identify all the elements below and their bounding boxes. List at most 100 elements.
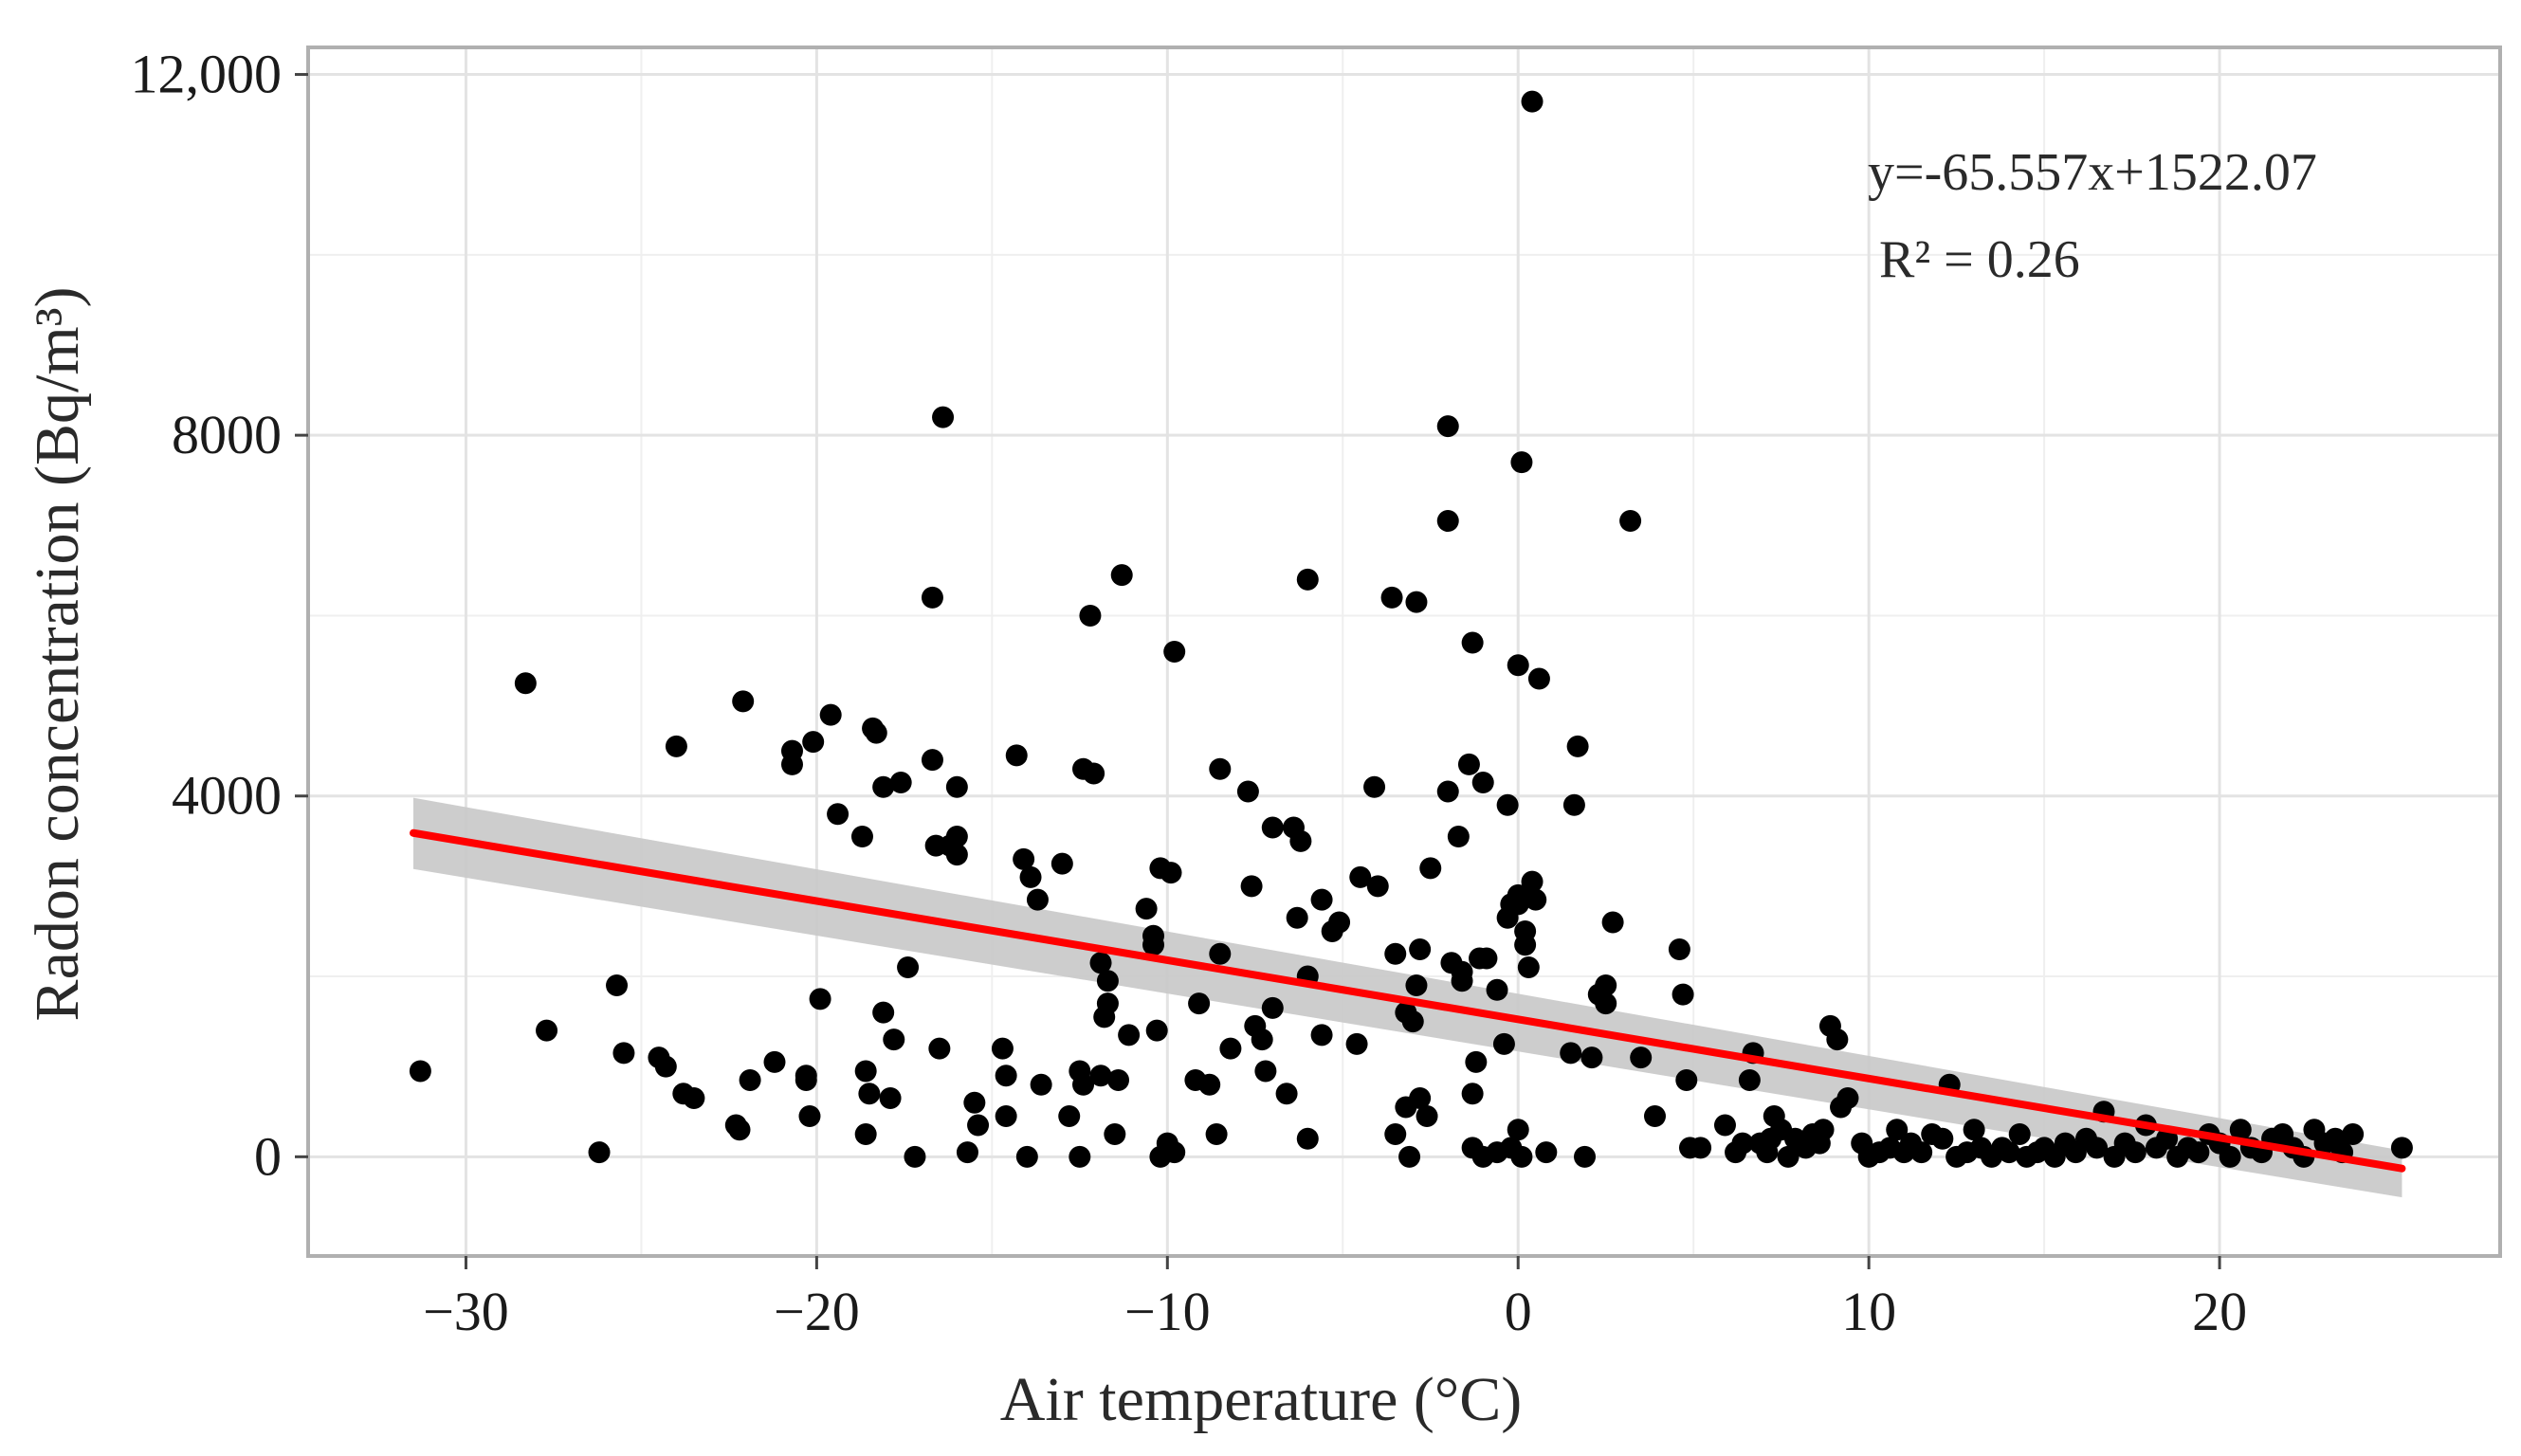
- data-point: [956, 1141, 978, 1164]
- data-point: [1601, 911, 1624, 934]
- data-point: [967, 1114, 990, 1137]
- data-point: [1496, 793, 1519, 816]
- data-point: [809, 988, 831, 1010]
- data-point: [1690, 1137, 1712, 1159]
- data-point: [1461, 631, 1484, 654]
- data-point: [612, 1042, 635, 1065]
- data-point: [1072, 1073, 1095, 1096]
- data-point: [889, 771, 912, 793]
- data-point: [1521, 870, 1544, 893]
- data-point: [1595, 974, 1617, 997]
- data-point: [1738, 1068, 1761, 1091]
- data-point: [1145, 1019, 1168, 1042]
- data-point: [1363, 775, 1386, 798]
- data-point: [1296, 568, 1319, 591]
- data-point: [1384, 942, 1407, 965]
- data-point: [945, 775, 968, 798]
- data-point: [2390, 1137, 2413, 1159]
- y-tick-label: 0: [254, 1125, 282, 1187]
- data-point: [1366, 875, 1389, 898]
- data-point: [827, 803, 849, 826]
- data-point: [1675, 1068, 1698, 1091]
- data-point: [1209, 757, 1232, 780]
- data-point: [739, 1068, 761, 1091]
- regression-equation: y=-65.557x+1522.07: [1868, 143, 2317, 202]
- data-point: [1409, 1086, 1432, 1109]
- data-point: [1005, 744, 1028, 767]
- data-point: [1015, 1145, 1038, 1168]
- x-axis-title: Air temperature (°C): [1000, 1365, 1523, 1434]
- data-point: [1886, 1119, 1909, 1141]
- data-point: [665, 735, 687, 757]
- data-point: [1142, 934, 1165, 956]
- x-tick-label: 20: [2192, 1281, 2247, 1342]
- data-point: [2342, 1123, 2365, 1146]
- data-point: [1535, 1141, 1558, 1164]
- data-point: [1219, 1037, 1242, 1060]
- data-point: [1261, 816, 1284, 839]
- data-point: [872, 775, 895, 798]
- data-point: [1345, 1032, 1368, 1055]
- data-point: [1514, 919, 1537, 942]
- y-tick-label: 12,000: [131, 44, 283, 105]
- data-point: [1713, 1114, 1736, 1137]
- data-point: [1240, 875, 1263, 898]
- data-point: [1777, 1145, 1799, 1168]
- data-point: [921, 749, 943, 772]
- data-point: [945, 844, 968, 866]
- x-tick-label: −20: [774, 1281, 860, 1342]
- data-point: [1160, 862, 1182, 884]
- plot-frame: [306, 46, 2502, 1258]
- data-point: [1619, 510, 1642, 533]
- x-tick-label: 10: [1841, 1281, 1896, 1342]
- data-point: [1517, 956, 1540, 979]
- data-point: [728, 1119, 751, 1141]
- data-point: [1104, 1123, 1126, 1146]
- data-point: [1163, 641, 1186, 663]
- data-point: [963, 1091, 986, 1114]
- data-point: [1447, 826, 1470, 848]
- data-point: [945, 826, 968, 848]
- data-point: [1209, 942, 1232, 965]
- data-point: [1475, 947, 1498, 970]
- data-point: [1236, 780, 1259, 803]
- data-point: [683, 1086, 705, 1109]
- data-point: [819, 703, 842, 726]
- data-point: [1096, 970, 1119, 992]
- data-point: [802, 731, 825, 754]
- x-tick-label: −10: [1124, 1281, 1211, 1342]
- data-point: [536, 1019, 558, 1042]
- data-point: [1521, 90, 1544, 113]
- data-point: [1275, 1083, 1298, 1105]
- data-point: [1507, 883, 1529, 906]
- data-point: [854, 1060, 877, 1083]
- data-point: [1562, 793, 1585, 816]
- data-point: [1595, 992, 1617, 1015]
- data-point: [850, 826, 873, 848]
- data-point: [1416, 1105, 1438, 1128]
- data-point: [1436, 415, 1459, 438]
- data-point: [1492, 1032, 1515, 1055]
- x-tick-label: 0: [1505, 1281, 1532, 1342]
- data-point: [1019, 865, 1042, 888]
- data-point: [2219, 1145, 2241, 1168]
- data-point: [1672, 983, 1694, 1006]
- data-point: [1931, 1127, 1954, 1150]
- data-point: [1261, 996, 1284, 1019]
- data-point: [2008, 1123, 2031, 1146]
- data-point: [1527, 667, 1550, 690]
- data-point: [872, 1001, 895, 1024]
- data-point: [1510, 451, 1533, 474]
- data-point: [1836, 1086, 1859, 1109]
- data-point: [1251, 1028, 1273, 1051]
- data-point: [1507, 654, 1529, 677]
- data-point: [1826, 1028, 1849, 1051]
- data-point: [1436, 780, 1459, 803]
- data-point: [1089, 1065, 1112, 1087]
- data-point: [1058, 1105, 1081, 1128]
- data-point: [995, 1105, 1017, 1128]
- data-point: [1079, 604, 1102, 627]
- data-point: [1668, 937, 1690, 960]
- data-point: [1451, 970, 1473, 992]
